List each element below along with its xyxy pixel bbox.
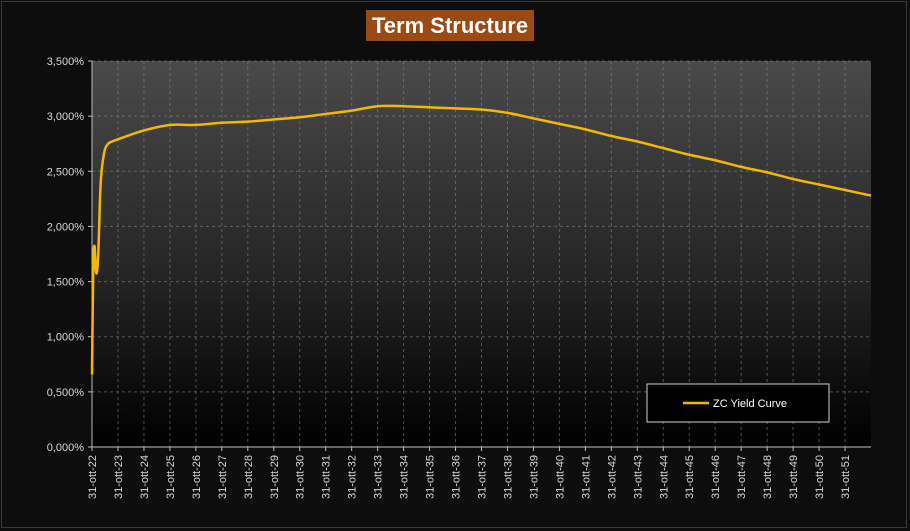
legend-label: ZC Yield Curve — [713, 398, 787, 410]
x-tick-label: 31-ott-48 — [762, 455, 774, 499]
x-tick-label: 31-ott-27 — [217, 455, 229, 499]
x-tick-label: 31-ott-24 — [139, 455, 151, 499]
x-tick-label: 31-ott-28 — [243, 455, 255, 499]
x-tick-label: 31-ott-23 — [113, 455, 125, 499]
x-tick-label: 31-ott-33 — [373, 455, 385, 499]
x-tick-label: 31-ott-46 — [710, 455, 722, 499]
x-tick-label: 31-ott-35 — [425, 455, 437, 499]
x-tick-label: 31-ott-39 — [528, 455, 540, 499]
x-tick-label: 31-ott-41 — [580, 455, 592, 499]
x-tick-label: 31-ott-38 — [502, 455, 514, 499]
legend-box — [646, 383, 830, 423]
y-tick-label: 0,000% — [47, 442, 85, 454]
series-line-zc-yield-curve — [90, 104, 872, 375]
x-tick-label: 31-ott-22 — [87, 455, 99, 499]
y-tick-label: 1,000% — [47, 332, 85, 344]
x-tick-label: 31-ott-45 — [684, 455, 696, 499]
y-tick-label: 1,500% — [47, 277, 85, 289]
y-tick-label: 0,500% — [47, 387, 85, 399]
x-tick-label: 31-ott-37 — [477, 455, 489, 499]
x-tick-label: 31-ott-44 — [658, 455, 670, 499]
chart-title: Term Structure — [366, 10, 535, 41]
y-tick-label: 2,000% — [47, 221, 85, 233]
x-tick-label: 31-ott-49 — [788, 455, 800, 499]
x-tick-label: 31-ott-34 — [399, 455, 411, 499]
x-tick-label: 31-ott-26 — [191, 455, 203, 499]
y-tick-label: 3,000% — [47, 111, 85, 123]
x-tick-label: 31-ott-42 — [606, 455, 618, 499]
x-tick-label: 31-ott-32 — [347, 455, 359, 499]
y-tick-label: 2,500% — [47, 166, 85, 178]
x-tick-label: 31-ott-31 — [321, 455, 333, 499]
x-tick-label: 31-ott-25 — [165, 455, 177, 499]
x-tick-label: 31-ott-43 — [632, 455, 644, 499]
x-tick-label: 31-ott-36 — [451, 455, 463, 499]
x-tick-label: 31-ott-50 — [814, 455, 826, 499]
x-tick-label: 31-ott-47 — [736, 455, 748, 499]
x-tick-label: 31-ott-30 — [295, 455, 307, 499]
x-tick-label: 31-ott-51 — [840, 455, 852, 499]
y-tick-label: 3,500% — [47, 56, 85, 68]
x-tick-label: 31-ott-40 — [554, 455, 566, 499]
x-tick-label: 31-ott-29 — [269, 455, 281, 499]
